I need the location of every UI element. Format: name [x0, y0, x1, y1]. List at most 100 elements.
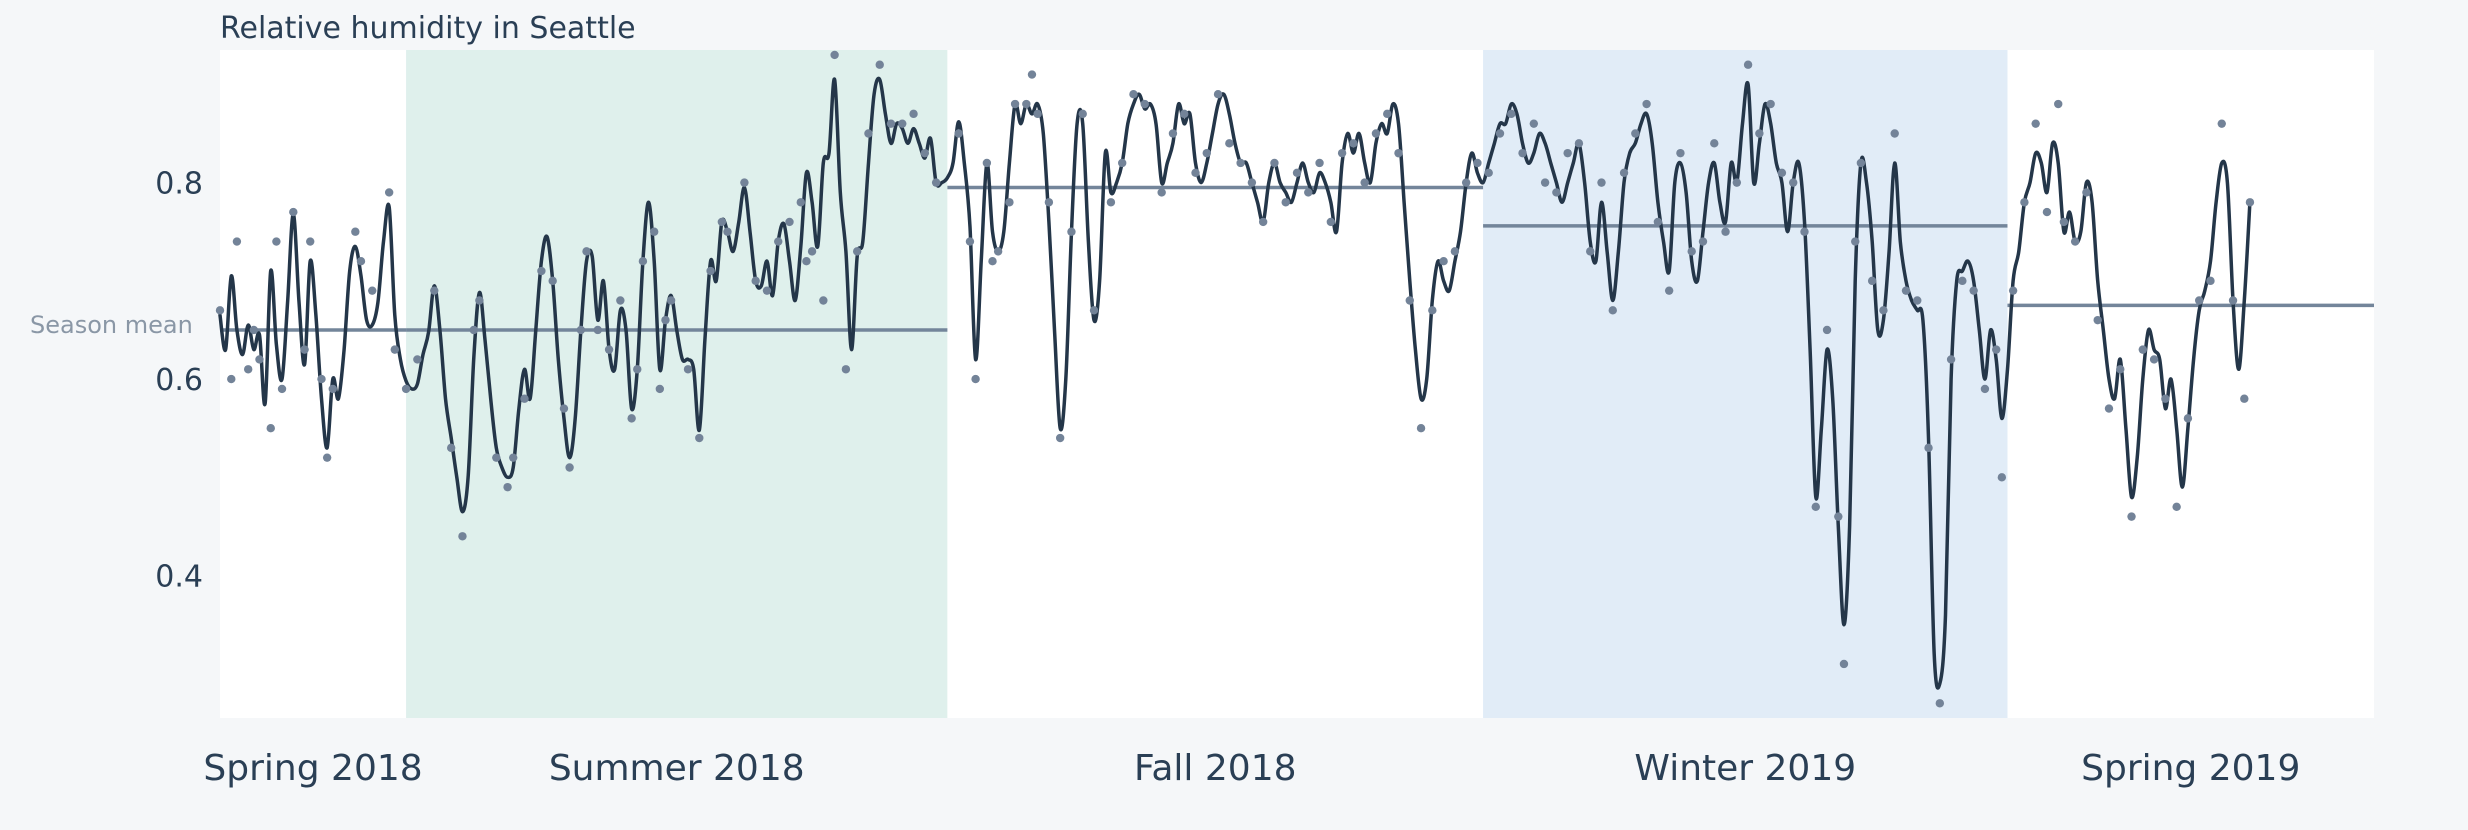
observation-point — [1721, 227, 1730, 236]
observation-point — [430, 286, 439, 295]
observation-point — [638, 257, 648, 266]
observation-point — [390, 345, 400, 354]
observation-point — [227, 374, 236, 384]
observation-point — [1225, 139, 1234, 148]
observation-point — [1439, 257, 1448, 266]
observation-point — [1078, 109, 1087, 119]
observation-point — [1992, 345, 2001, 354]
observation-point — [1710, 139, 1719, 148]
observation-point — [1653, 217, 1663, 227]
season-mean-annotation: Season mean — [30, 311, 193, 339]
observation-point — [2093, 315, 2102, 325]
season-band-summer-2018 — [406, 50, 948, 718]
observation-point — [492, 453, 501, 462]
humidity-line — [218, 76, 2252, 690]
observation-point — [649, 227, 659, 236]
season-label-summer-2018: Summer 2018 — [549, 748, 805, 789]
observation-point — [1851, 237, 1860, 246]
observation-point — [1191, 168, 1200, 177]
observation-point — [2245, 198, 2255, 207]
observation-point — [328, 384, 337, 394]
observation-point — [255, 355, 264, 364]
observation-point — [886, 119, 896, 128]
observation-point — [1067, 227, 1076, 236]
observation-point — [2183, 414, 2193, 423]
observation-point — [1946, 355, 1956, 364]
y-tick-label: 0.4 — [155, 560, 203, 595]
season-band-fall-2018 — [947, 50, 1484, 718]
observation-point — [1461, 178, 1471, 187]
observation-point — [1619, 168, 1629, 177]
observation-point — [988, 257, 997, 266]
observation-point — [1106, 198, 1116, 207]
observation-point — [683, 365, 693, 374]
observation-point — [1789, 178, 1798, 187]
observation-point — [762, 286, 772, 295]
observation-point — [2116, 365, 2125, 374]
observation-point — [1958, 276, 1967, 286]
observation-point — [604, 345, 614, 354]
observation-point — [2104, 404, 2114, 413]
observation-point — [2161, 394, 2170, 403]
observation-point — [2149, 355, 2159, 364]
observation-point — [1687, 247, 1696, 256]
observation-point — [1608, 306, 1617, 315]
observation-point — [1822, 325, 1832, 335]
observation-point — [1140, 99, 1149, 109]
observation-point — [1969, 286, 1978, 295]
observation-point — [1732, 178, 1742, 187]
observation-point — [1450, 247, 1460, 256]
observation-point — [1540, 178, 1550, 187]
observation-point — [796, 198, 805, 207]
observation-point — [2020, 198, 2029, 207]
observation-point — [458, 532, 467, 541]
observation-point — [1529, 119, 1539, 128]
observation-point — [1563, 148, 1572, 158]
observation-point — [2008, 286, 2018, 295]
observation-point — [1405, 296, 1414, 305]
observation-point — [982, 158, 992, 168]
observation-point — [920, 148, 930, 158]
observation-point — [1117, 158, 1127, 168]
observation-point — [469, 325, 478, 335]
observation-point — [272, 237, 281, 246]
observation-point — [931, 178, 941, 187]
observation-point — [1010, 99, 1020, 109]
observation-point — [2217, 119, 2226, 128]
observation-point — [317, 374, 326, 384]
observation-point — [1913, 296, 1922, 305]
observation-point — [1129, 90, 1138, 99]
season-label-fall-2018: Fall 2018 — [1134, 748, 1297, 789]
observation-point — [1901, 286, 1911, 295]
observation-point — [1924, 443, 1933, 453]
observation-point — [1304, 188, 1313, 197]
observation-point — [582, 247, 591, 256]
observation-point — [2042, 207, 2052, 217]
observation-point — [446, 443, 456, 453]
observation-point — [1202, 148, 1211, 158]
observation-point — [1213, 90, 1223, 99]
observation-point — [1326, 217, 1336, 227]
observation-point — [243, 365, 253, 374]
observation-point — [627, 414, 636, 423]
observation-point — [593, 325, 602, 335]
observation-point — [1383, 109, 1392, 119]
observation-point — [1507, 109, 1516, 119]
observation-point — [971, 374, 980, 384]
season-label-winter-2019: Winter 2019 — [1634, 748, 1856, 789]
observation-point — [322, 453, 332, 462]
observation-point — [841, 365, 851, 374]
observation-point — [807, 247, 817, 256]
observation-point — [1597, 178, 1606, 187]
observation-point — [1281, 198, 1290, 207]
observation-point — [1484, 168, 1493, 177]
observation-point — [616, 296, 625, 305]
observation-point — [1371, 129, 1381, 138]
observation-point — [1856, 158, 1866, 168]
observation-point — [1890, 129, 1899, 138]
observation-point — [1315, 158, 1324, 168]
observation-point — [717, 217, 727, 227]
observation-point — [475, 296, 484, 305]
observation-point — [898, 119, 907, 128]
observation-point — [1811, 502, 1820, 511]
